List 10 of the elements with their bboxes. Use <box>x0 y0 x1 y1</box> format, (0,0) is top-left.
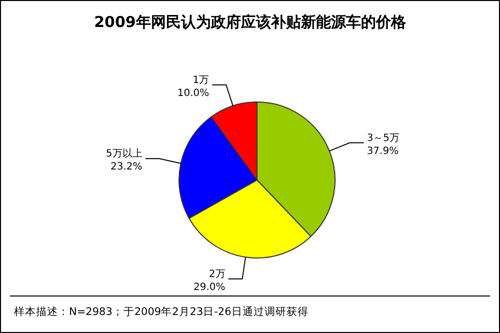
slice-label: 2万 <box>208 268 226 280</box>
text: 样本描述：N=2983；于2009年2月23日-26日通过调研获得 <box>14 305 308 318</box>
data-label: 23.2% <box>110 162 142 173</box>
chart-title: 2009年网民认为政府应该补贴新能源车的价格 <box>94 13 407 31</box>
slice-label: 1万 <box>192 74 210 86</box>
data-label: 29.0% <box>194 282 226 293</box>
data-label: 37.9% <box>366 146 399 157</box>
slice-label: 3～5万 <box>366 132 400 144</box>
data-label: 10.0% <box>177 88 210 99</box>
slice-label: 5万以上 <box>106 148 142 160</box>
